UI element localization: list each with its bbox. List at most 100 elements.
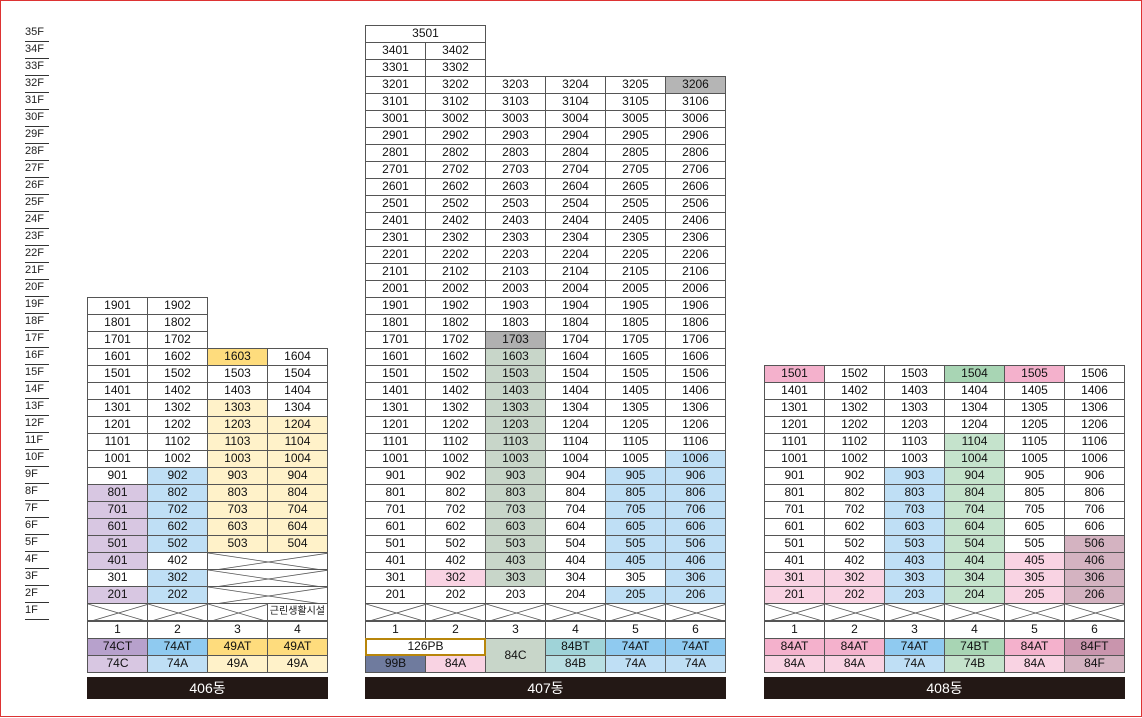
unit-cell[interactable]: 604 bbox=[267, 518, 328, 536]
unit-cell[interactable]: 2505 bbox=[605, 195, 666, 213]
unit-cell[interactable]: 901 bbox=[87, 467, 148, 485]
unit-cell[interactable]: 705 bbox=[1004, 501, 1065, 519]
unit-cell[interactable]: 3103 bbox=[485, 93, 546, 111]
unit-cell[interactable]: 402 bbox=[147, 552, 208, 570]
unit-cell[interactable]: 503 bbox=[207, 535, 268, 553]
unit-cell[interactable]: 3402 bbox=[425, 42, 486, 60]
unit-cell[interactable]: 1302 bbox=[425, 399, 486, 417]
unit-cell[interactable]: 1706 bbox=[665, 331, 726, 349]
unit-cell[interactable]: 1103 bbox=[485, 433, 546, 451]
unit-cell[interactable]: 1002 bbox=[425, 450, 486, 468]
unit-cell[interactable]: 201 bbox=[365, 586, 426, 604]
unit-cell[interactable]: 1401 bbox=[87, 382, 148, 400]
unit-cell[interactable]: 904 bbox=[944, 467, 1005, 485]
unit-cell[interactable]: 502 bbox=[147, 535, 208, 553]
unit-cell[interactable]: 605 bbox=[605, 518, 666, 536]
unit-cell[interactable]: 3202 bbox=[425, 76, 486, 94]
unit-cell[interactable]: 2805 bbox=[605, 144, 666, 162]
unit-cell[interactable]: 3204 bbox=[545, 76, 606, 94]
unit-cell[interactable]: 1702 bbox=[147, 331, 208, 349]
unit-cell[interactable]: 1604 bbox=[267, 348, 328, 366]
unit-cell[interactable]: 1204 bbox=[267, 416, 328, 434]
unit-cell[interactable]: 1603 bbox=[207, 348, 268, 366]
unit-cell[interactable]: 1503 bbox=[485, 365, 546, 383]
unit-cell[interactable]: 1306 bbox=[1064, 399, 1125, 417]
unit-cell[interactable]: 1402 bbox=[147, 382, 208, 400]
unit-cell[interactable]: 2102 bbox=[425, 263, 486, 281]
unit-cell[interactable]: 703 bbox=[485, 501, 546, 519]
unit-cell[interactable]: 1301 bbox=[87, 399, 148, 417]
unit-cell[interactable]: 805 bbox=[605, 484, 666, 502]
unit-cell[interactable]: 703 bbox=[207, 501, 268, 519]
unit-cell[interactable]: 701 bbox=[764, 501, 825, 519]
unit-cell[interactable]: 3104 bbox=[545, 93, 606, 111]
unit-cell[interactable]: 3001 bbox=[365, 110, 426, 128]
unit-cell[interactable]: 2906 bbox=[665, 127, 726, 145]
unit-cell[interactable]: 1502 bbox=[147, 365, 208, 383]
unit-cell[interactable]: 1102 bbox=[425, 433, 486, 451]
unit-cell[interactable]: 702 bbox=[147, 501, 208, 519]
unit-cell[interactable]: 2101 bbox=[365, 263, 426, 281]
unit-cell[interactable]: 3501 bbox=[365, 25, 486, 43]
unit-cell[interactable]: 201 bbox=[87, 586, 148, 604]
unit-cell[interactable]: 1503 bbox=[884, 365, 945, 383]
unit-cell[interactable]: 303 bbox=[485, 569, 546, 587]
unit-cell[interactable]: 603 bbox=[207, 518, 268, 536]
unit-cell[interactable]: 606 bbox=[1064, 518, 1125, 536]
unit-cell[interactable]: 504 bbox=[267, 535, 328, 553]
unit-cell[interactable]: 2803 bbox=[485, 144, 546, 162]
unit-cell[interactable]: 706 bbox=[1064, 501, 1125, 519]
unit-cell[interactable]: 2106 bbox=[665, 263, 726, 281]
unit-cell[interactable]: 1003 bbox=[884, 450, 945, 468]
unit-cell[interactable]: 1201 bbox=[365, 416, 426, 434]
unit-cell[interactable]: 1601 bbox=[365, 348, 426, 366]
unit-cell[interactable]: 803 bbox=[884, 484, 945, 502]
unit-cell[interactable]: 1802 bbox=[425, 314, 486, 332]
unit-cell[interactable]: 1501 bbox=[87, 365, 148, 383]
unit-cell[interactable]: 2701 bbox=[365, 161, 426, 179]
unit-cell[interactable]: 704 bbox=[944, 501, 1005, 519]
unit-cell[interactable]: 805 bbox=[1004, 484, 1065, 502]
unit-cell[interactable]: 1101 bbox=[365, 433, 426, 451]
unit-cell[interactable]: 1902 bbox=[147, 297, 208, 315]
unit-cell[interactable]: 1305 bbox=[605, 399, 666, 417]
unit-cell[interactable]: 402 bbox=[425, 552, 486, 570]
unit-cell[interactable]: 702 bbox=[824, 501, 885, 519]
unit-cell[interactable]: 1505 bbox=[605, 365, 666, 383]
unit-cell[interactable]: 603 bbox=[485, 518, 546, 536]
unit-cell[interactable]: 1003 bbox=[485, 450, 546, 468]
unit-cell[interactable]: 2901 bbox=[365, 127, 426, 145]
unit-cell[interactable]: 2806 bbox=[665, 144, 726, 162]
unit-cell[interactable]: 501 bbox=[365, 535, 426, 553]
unit-cell[interactable]: 1201 bbox=[764, 416, 825, 434]
unit-cell[interactable]: 2502 bbox=[425, 195, 486, 213]
unit-cell[interactable]: 1106 bbox=[1064, 433, 1125, 451]
unit-cell[interactable]: 1806 bbox=[665, 314, 726, 332]
unit-cell[interactable]: 205 bbox=[1004, 586, 1065, 604]
unit-cell[interactable]: 1203 bbox=[207, 416, 268, 434]
unit-cell[interactable]: 1305 bbox=[1004, 399, 1065, 417]
unit-cell[interactable]: 903 bbox=[884, 467, 945, 485]
unit-cell[interactable]: 905 bbox=[1004, 467, 1065, 485]
unit-cell[interactable]: 1002 bbox=[147, 450, 208, 468]
unit-cell[interactable]: 2501 bbox=[365, 195, 426, 213]
unit-cell[interactable]: 1402 bbox=[824, 382, 885, 400]
unit-cell[interactable]: 803 bbox=[485, 484, 546, 502]
unit-cell[interactable]: 1202 bbox=[824, 416, 885, 434]
unit-cell[interactable]: 203 bbox=[485, 586, 546, 604]
unit-cell[interactable]: 2903 bbox=[485, 127, 546, 145]
unit-cell[interactable]: 1204 bbox=[545, 416, 606, 434]
unit-cell[interactable]: 2704 bbox=[545, 161, 606, 179]
unit-cell[interactable]: 1505 bbox=[1004, 365, 1065, 383]
unit-cell[interactable]: 806 bbox=[1064, 484, 1125, 502]
unit-cell[interactable]: 1306 bbox=[665, 399, 726, 417]
unit-cell[interactable]: 401 bbox=[764, 552, 825, 570]
unit-cell[interactable]: 1901 bbox=[87, 297, 148, 315]
unit-cell[interactable]: 3101 bbox=[365, 93, 426, 111]
unit-cell[interactable]: 2706 bbox=[665, 161, 726, 179]
unit-cell[interactable]: 2105 bbox=[605, 263, 666, 281]
unit-cell[interactable]: 1701 bbox=[365, 331, 426, 349]
unit-cell[interactable]: 1905 bbox=[605, 297, 666, 315]
unit-cell[interactable]: 2905 bbox=[605, 127, 666, 145]
unit-cell[interactable]: 502 bbox=[425, 535, 486, 553]
